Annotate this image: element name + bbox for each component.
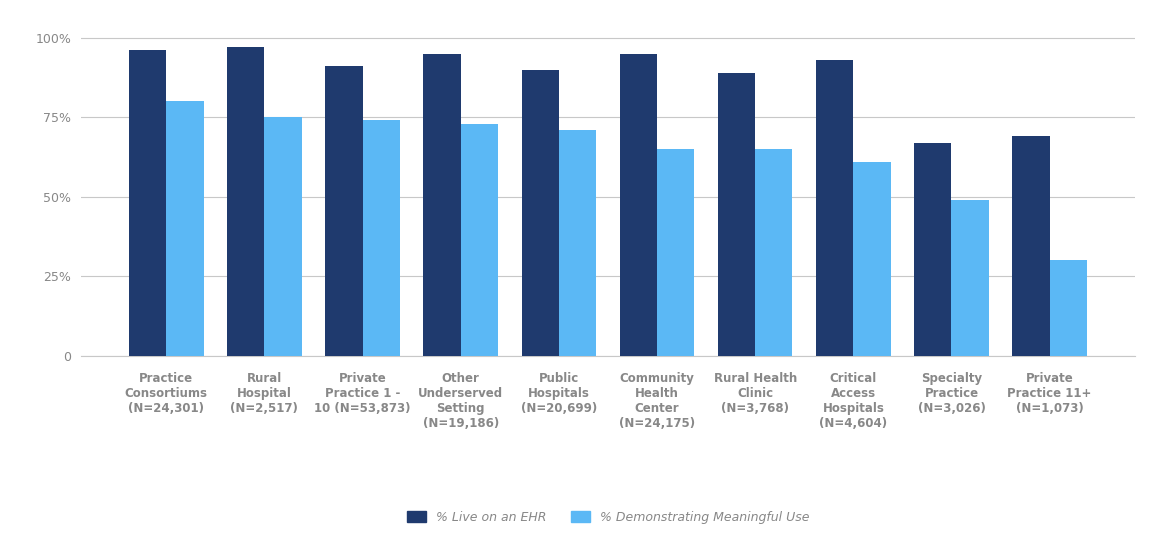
- Bar: [1049, 260, 1087, 356]
- Bar: [657, 149, 695, 356]
- Bar: [424, 54, 461, 356]
- Bar: [325, 66, 362, 356]
- Bar: [227, 47, 264, 356]
- Bar: [461, 124, 498, 356]
- Bar: [755, 149, 792, 356]
- Bar: [718, 73, 755, 356]
- Bar: [914, 143, 952, 356]
- Bar: [1012, 136, 1049, 356]
- Bar: [167, 101, 204, 356]
- Bar: [816, 60, 853, 356]
- Bar: [952, 200, 989, 356]
- Bar: [620, 54, 657, 356]
- Legend: % Live on an EHR, % Demonstrating Meaningful Use: % Live on an EHR, % Demonstrating Meanin…: [402, 506, 814, 529]
- Bar: [129, 50, 167, 356]
- Bar: [559, 130, 596, 356]
- Bar: [853, 162, 891, 356]
- Bar: [264, 117, 302, 356]
- Bar: [362, 120, 400, 356]
- Bar: [521, 69, 559, 356]
